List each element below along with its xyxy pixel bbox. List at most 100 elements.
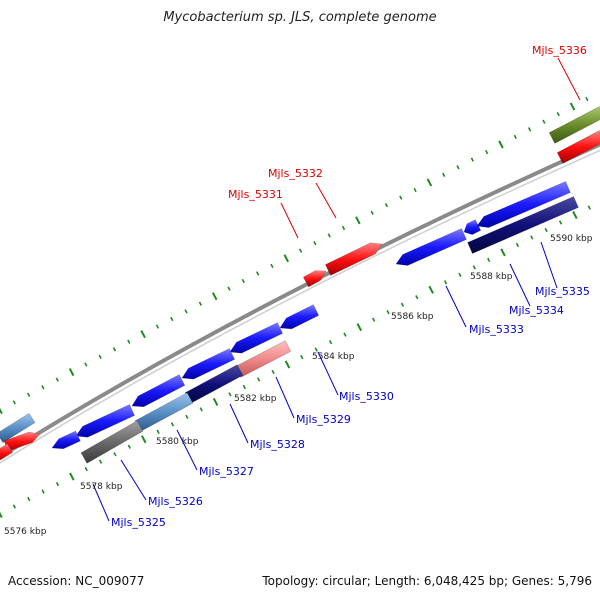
gene-mjls-5336[interactable] <box>548 106 600 144</box>
gene-label-mjls-5330[interactable]: Mjls_5330 <box>339 390 394 403</box>
gene-mjls-5330[interactable] <box>279 304 320 330</box>
gene-label-mjls-5332[interactable]: Mjls_5332 <box>268 167 323 180</box>
gene-mjls-5333[interactable] <box>395 228 467 266</box>
map-title: Mycobacterium sp. JLS, complete genome <box>163 10 437 25</box>
tick-mark <box>199 407 203 412</box>
gene-forward-red-left[interactable] <box>3 431 41 452</box>
tick-mark <box>442 172 446 177</box>
tick-mark <box>472 265 476 270</box>
tick-mark <box>68 368 75 377</box>
tick-mark <box>372 317 376 322</box>
gene-label-mjls-5329[interactable]: Mjls_5329 <box>296 413 351 426</box>
tick-marks <box>0 96 591 519</box>
leader-mjls-5325 <box>92 483 110 522</box>
tick-mark <box>544 227 548 233</box>
gene-forward-steel-left[interactable] <box>0 412 36 444</box>
tick-mark <box>399 195 403 200</box>
gene-mjls-5332[interactable] <box>324 242 383 276</box>
leader-mjls-5331 <box>280 202 299 239</box>
tick-mark <box>384 203 389 208</box>
tick-mark <box>458 272 462 277</box>
tick-mark <box>415 295 419 300</box>
scale-label-5590: 5590 kbp <box>550 234 593 244</box>
tick-mark <box>84 467 88 472</box>
tick-mark <box>356 323 363 332</box>
tick-mark <box>170 316 174 322</box>
gene-label-mjls-5327[interactable]: Mjls_5327 <box>199 465 254 478</box>
gene-mjls-5326-b[interactable] <box>75 404 135 438</box>
tick-mark <box>558 220 563 225</box>
tick-mark <box>413 187 417 193</box>
tick-mark <box>355 216 361 225</box>
gene-mjls-5330-b[interactable] <box>229 322 283 354</box>
tick-mark <box>428 285 434 294</box>
tick-mark <box>12 400 16 405</box>
tick-mark <box>156 429 160 434</box>
tick-mark <box>569 102 576 111</box>
tick-mark <box>98 459 103 464</box>
tick-mark <box>185 414 189 419</box>
tick-mark <box>556 111 560 117</box>
tick-mark <box>327 233 331 238</box>
leader-mjls-5335 <box>540 241 558 289</box>
tick-mark <box>443 280 448 285</box>
tick-mark <box>400 302 405 307</box>
gene-mjls-5328-b[interactable] <box>181 348 235 380</box>
gene-label-mjls-5335[interactable]: Mjls_5335 <box>535 285 590 298</box>
tick-mark <box>98 354 102 360</box>
tick-mark <box>41 385 45 390</box>
tick-mark <box>41 489 45 494</box>
tick-mark <box>585 96 589 102</box>
tick-mark <box>530 235 534 240</box>
tick-mark <box>426 178 433 187</box>
tick-mark <box>257 377 261 382</box>
tick-mark <box>211 292 218 301</box>
tick-mark <box>26 392 31 397</box>
gene-label-mjls-5333[interactable]: Mjls_5333 <box>469 323 524 336</box>
tick-mark <box>140 435 147 444</box>
tick-mark <box>470 157 475 162</box>
tick-mark <box>0 407 3 415</box>
tick-mark <box>140 330 146 339</box>
tick-mark <box>113 452 117 457</box>
gene-label-mjls-5336[interactable]: Mjls_5336 <box>532 44 587 57</box>
tick-mark <box>587 205 591 210</box>
gene-forward-red-right[interactable] <box>556 130 600 164</box>
tick-mark <box>487 257 491 263</box>
gene-label-mjls-5331[interactable]: Mjls_5331 <box>228 188 283 201</box>
gene-mjls-5326[interactable] <box>80 420 144 464</box>
gene-mjls-5334[interactable] <box>476 181 571 228</box>
gene-mjls-5334-a[interactable] <box>463 219 482 235</box>
tick-mark <box>456 165 460 170</box>
gene-label-mjls-5328[interactable]: Mjls_5328 <box>250 438 305 451</box>
tick-mark <box>127 444 131 449</box>
accession-text: Accession: NC_009077 <box>8 574 145 588</box>
gene-label-mjls-5325[interactable]: Mjls_5325 <box>111 516 166 529</box>
gene-mjls-5327-b[interactable] <box>131 374 186 408</box>
gene-mjls-5325[interactable] <box>51 430 81 450</box>
gene-mjls-5331[interactable] <box>302 270 327 288</box>
scale-label-5580: 5580 kbp <box>156 437 199 447</box>
tick-mark <box>256 271 260 276</box>
tick-mark <box>198 301 203 306</box>
scale-label-5588: 5588 kbp <box>470 272 513 282</box>
gene-label-mjls-5326[interactable]: Mjls_5326 <box>148 495 203 508</box>
scale-label-5586: 5586 kbp <box>391 312 434 322</box>
leader-mjls-5332 <box>315 182 337 219</box>
gene-mjls-5335[interactable] <box>467 196 579 254</box>
gene-label-mjls-5334[interactable]: Mjls_5334 <box>509 304 564 317</box>
tick-mark <box>0 511 3 519</box>
tick-mark <box>170 422 175 427</box>
tick-mark <box>498 140 504 149</box>
tick-mark <box>341 225 346 231</box>
scale-label-5584: 5584 kbp <box>312 352 355 362</box>
tick-mark <box>298 248 303 253</box>
backbone-line <box>0 142 600 460</box>
genome-backbone <box>0 142 600 464</box>
tick-mark <box>184 309 188 314</box>
tick-mark <box>328 339 333 345</box>
tick-mark <box>300 354 304 360</box>
tick-mark <box>69 472 75 481</box>
gene-forward-red-edge[interactable] <box>0 443 14 462</box>
